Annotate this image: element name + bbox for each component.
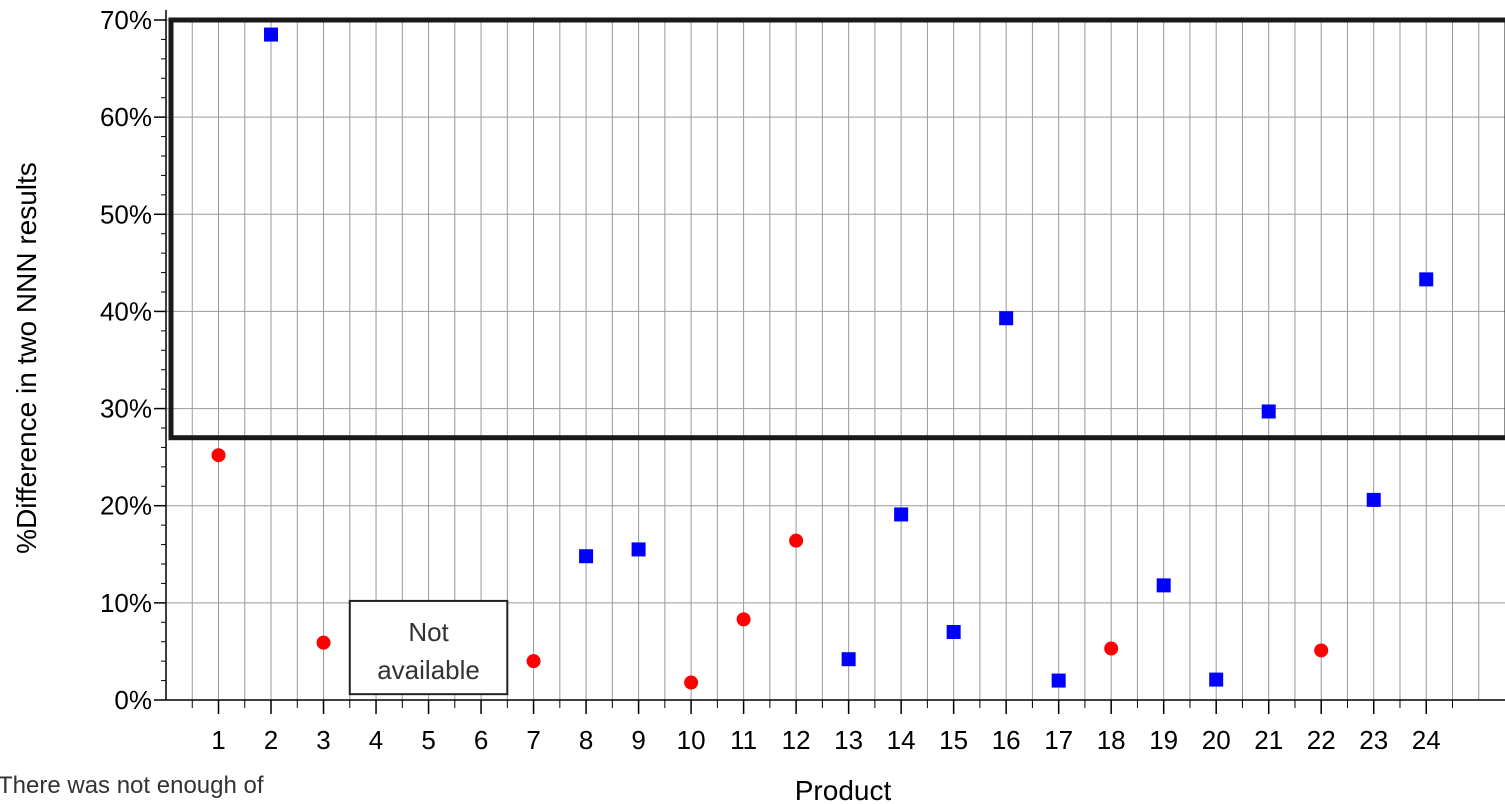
x-tick-label: 13 — [834, 725, 863, 755]
y-tick-label: 60% — [100, 102, 152, 132]
annotation-box: Not available — [348, 599, 509, 696]
data-point-square — [579, 549, 594, 564]
annotation-text: Not — [408, 617, 449, 647]
data-points — [211, 27, 1434, 690]
y-tick-label: 10% — [100, 588, 152, 618]
data-point-square — [631, 542, 646, 557]
data-point-square — [1209, 672, 1224, 687]
x-tick-label: 3 — [316, 725, 330, 755]
y-tick-label: 50% — [100, 199, 152, 229]
y-tick-label: 20% — [100, 491, 152, 521]
x-tick-label: 22 — [1307, 725, 1336, 755]
x-tick-label: 24 — [1412, 725, 1441, 755]
data-point-square — [1156, 578, 1171, 593]
x-tick-label: 18 — [1097, 725, 1126, 755]
x-tick-label: 16 — [992, 725, 1021, 755]
x-tick-label: 9 — [631, 725, 645, 755]
footnote-text: There was not enough of — [0, 772, 264, 799]
x-tick-label: 19 — [1149, 725, 1178, 755]
x-tick-label: 2 — [264, 725, 278, 755]
data-point-circle — [526, 654, 541, 669]
y-tick-label: 30% — [100, 394, 152, 424]
x-tick-label: 15 — [939, 725, 968, 755]
y-tick-label: 40% — [100, 296, 152, 326]
data-point-square — [894, 507, 909, 522]
annotation-rectangle — [348, 599, 509, 696]
x-axis-ticks: 1 2 3 4 5 6 7 8 9 10 11 12 13 14 15 16 17 18 19 20 21 22 23 24 — [191, 700, 1453, 755]
x-axis-title: Product — [795, 775, 892, 804]
x-tick-label: 10 — [677, 725, 706, 755]
data-point-circle — [1104, 641, 1119, 656]
x-tick-label: 20 — [1202, 725, 1231, 755]
x-tick-label: 4 — [369, 725, 383, 755]
grid-lines — [166, 19, 1505, 700]
data-point-square — [1419, 272, 1434, 287]
data-point-circle — [789, 533, 804, 548]
data-point-circle — [316, 635, 331, 650]
data-point-square — [999, 311, 1014, 326]
x-tick-label: 14 — [887, 725, 916, 755]
data-point-square — [946, 625, 961, 639]
x-tick-label: 17 — [1044, 725, 1073, 755]
y-axis-ticks: 0% 10% 20% 30% 40% 50% 60% 70% — [100, 5, 166, 715]
x-tick-label: 12 — [782, 725, 811, 755]
data-point-circle — [211, 448, 226, 463]
x-tick-label: 8 — [579, 725, 593, 755]
x-tick-label: 5 — [421, 725, 435, 755]
data-point-square — [841, 652, 856, 667]
highlight-rectangle — [168, 17, 1505, 441]
x-tick-label: 11 — [730, 725, 757, 755]
data-point-circle — [736, 612, 751, 627]
annotation-text: available — [377, 655, 480, 685]
axes — [165, 10, 1505, 701]
x-tick-label: 7 — [526, 725, 540, 755]
y-tick-label: 0% — [114, 685, 152, 715]
highlight-region — [168, 17, 1505, 441]
data-point-square — [1051, 673, 1066, 688]
y-tick-label: 70% — [100, 5, 152, 35]
y-axis-title: %Difference in two NNN results — [11, 162, 42, 554]
x-tick-label: 21 — [1254, 725, 1283, 755]
x-tick-label: 23 — [1359, 725, 1388, 755]
data-point-square — [1366, 492, 1381, 507]
data-point-square — [264, 27, 279, 42]
x-tick-label: 1 — [211, 725, 225, 755]
x-tick-label: 6 — [474, 725, 488, 755]
data-point-circle — [684, 675, 699, 690]
data-point-circle — [1314, 643, 1329, 658]
data-point-square — [1261, 404, 1276, 419]
